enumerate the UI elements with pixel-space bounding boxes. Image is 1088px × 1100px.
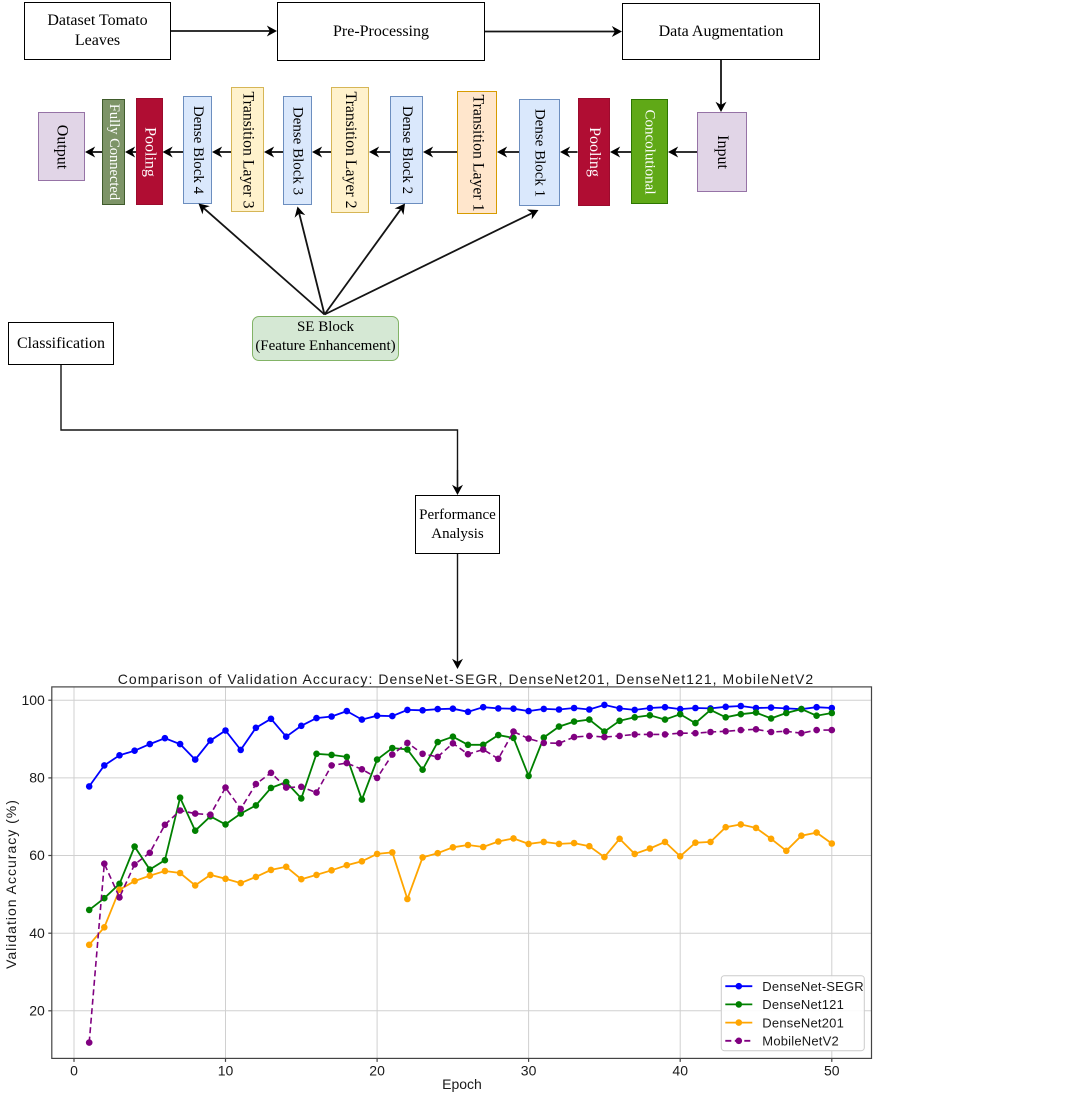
svg-text:80: 80: [29, 770, 45, 786]
svg-text:50: 50: [824, 1062, 840, 1078]
svg-text:20: 20: [369, 1062, 385, 1078]
svg-text:DenseNet201: DenseNet201: [762, 1015, 844, 1030]
svg-text:10: 10: [218, 1062, 234, 1078]
svg-text:60: 60: [29, 847, 45, 863]
svg-text:0: 0: [70, 1062, 78, 1078]
svg-text:Validation Accuracy (%): Validation Accuracy (%): [3, 799, 19, 969]
svg-text:Comparison of Validation Accur: Comparison of Validation Accuracy: Dense…: [118, 671, 815, 687]
svg-text:20: 20: [29, 1002, 45, 1018]
svg-text:DenseNet121: DenseNet121: [762, 997, 844, 1012]
svg-text:MobileNetV2: MobileNetV2: [762, 1034, 839, 1049]
svg-text:30: 30: [521, 1062, 537, 1078]
svg-text:Epoch: Epoch: [442, 1076, 482, 1092]
svg-text:DenseNet-SEGR: DenseNet-SEGR: [762, 979, 864, 994]
svg-text:40: 40: [672, 1062, 688, 1078]
svg-text:100: 100: [21, 692, 45, 708]
svg-text:40: 40: [29, 925, 45, 941]
